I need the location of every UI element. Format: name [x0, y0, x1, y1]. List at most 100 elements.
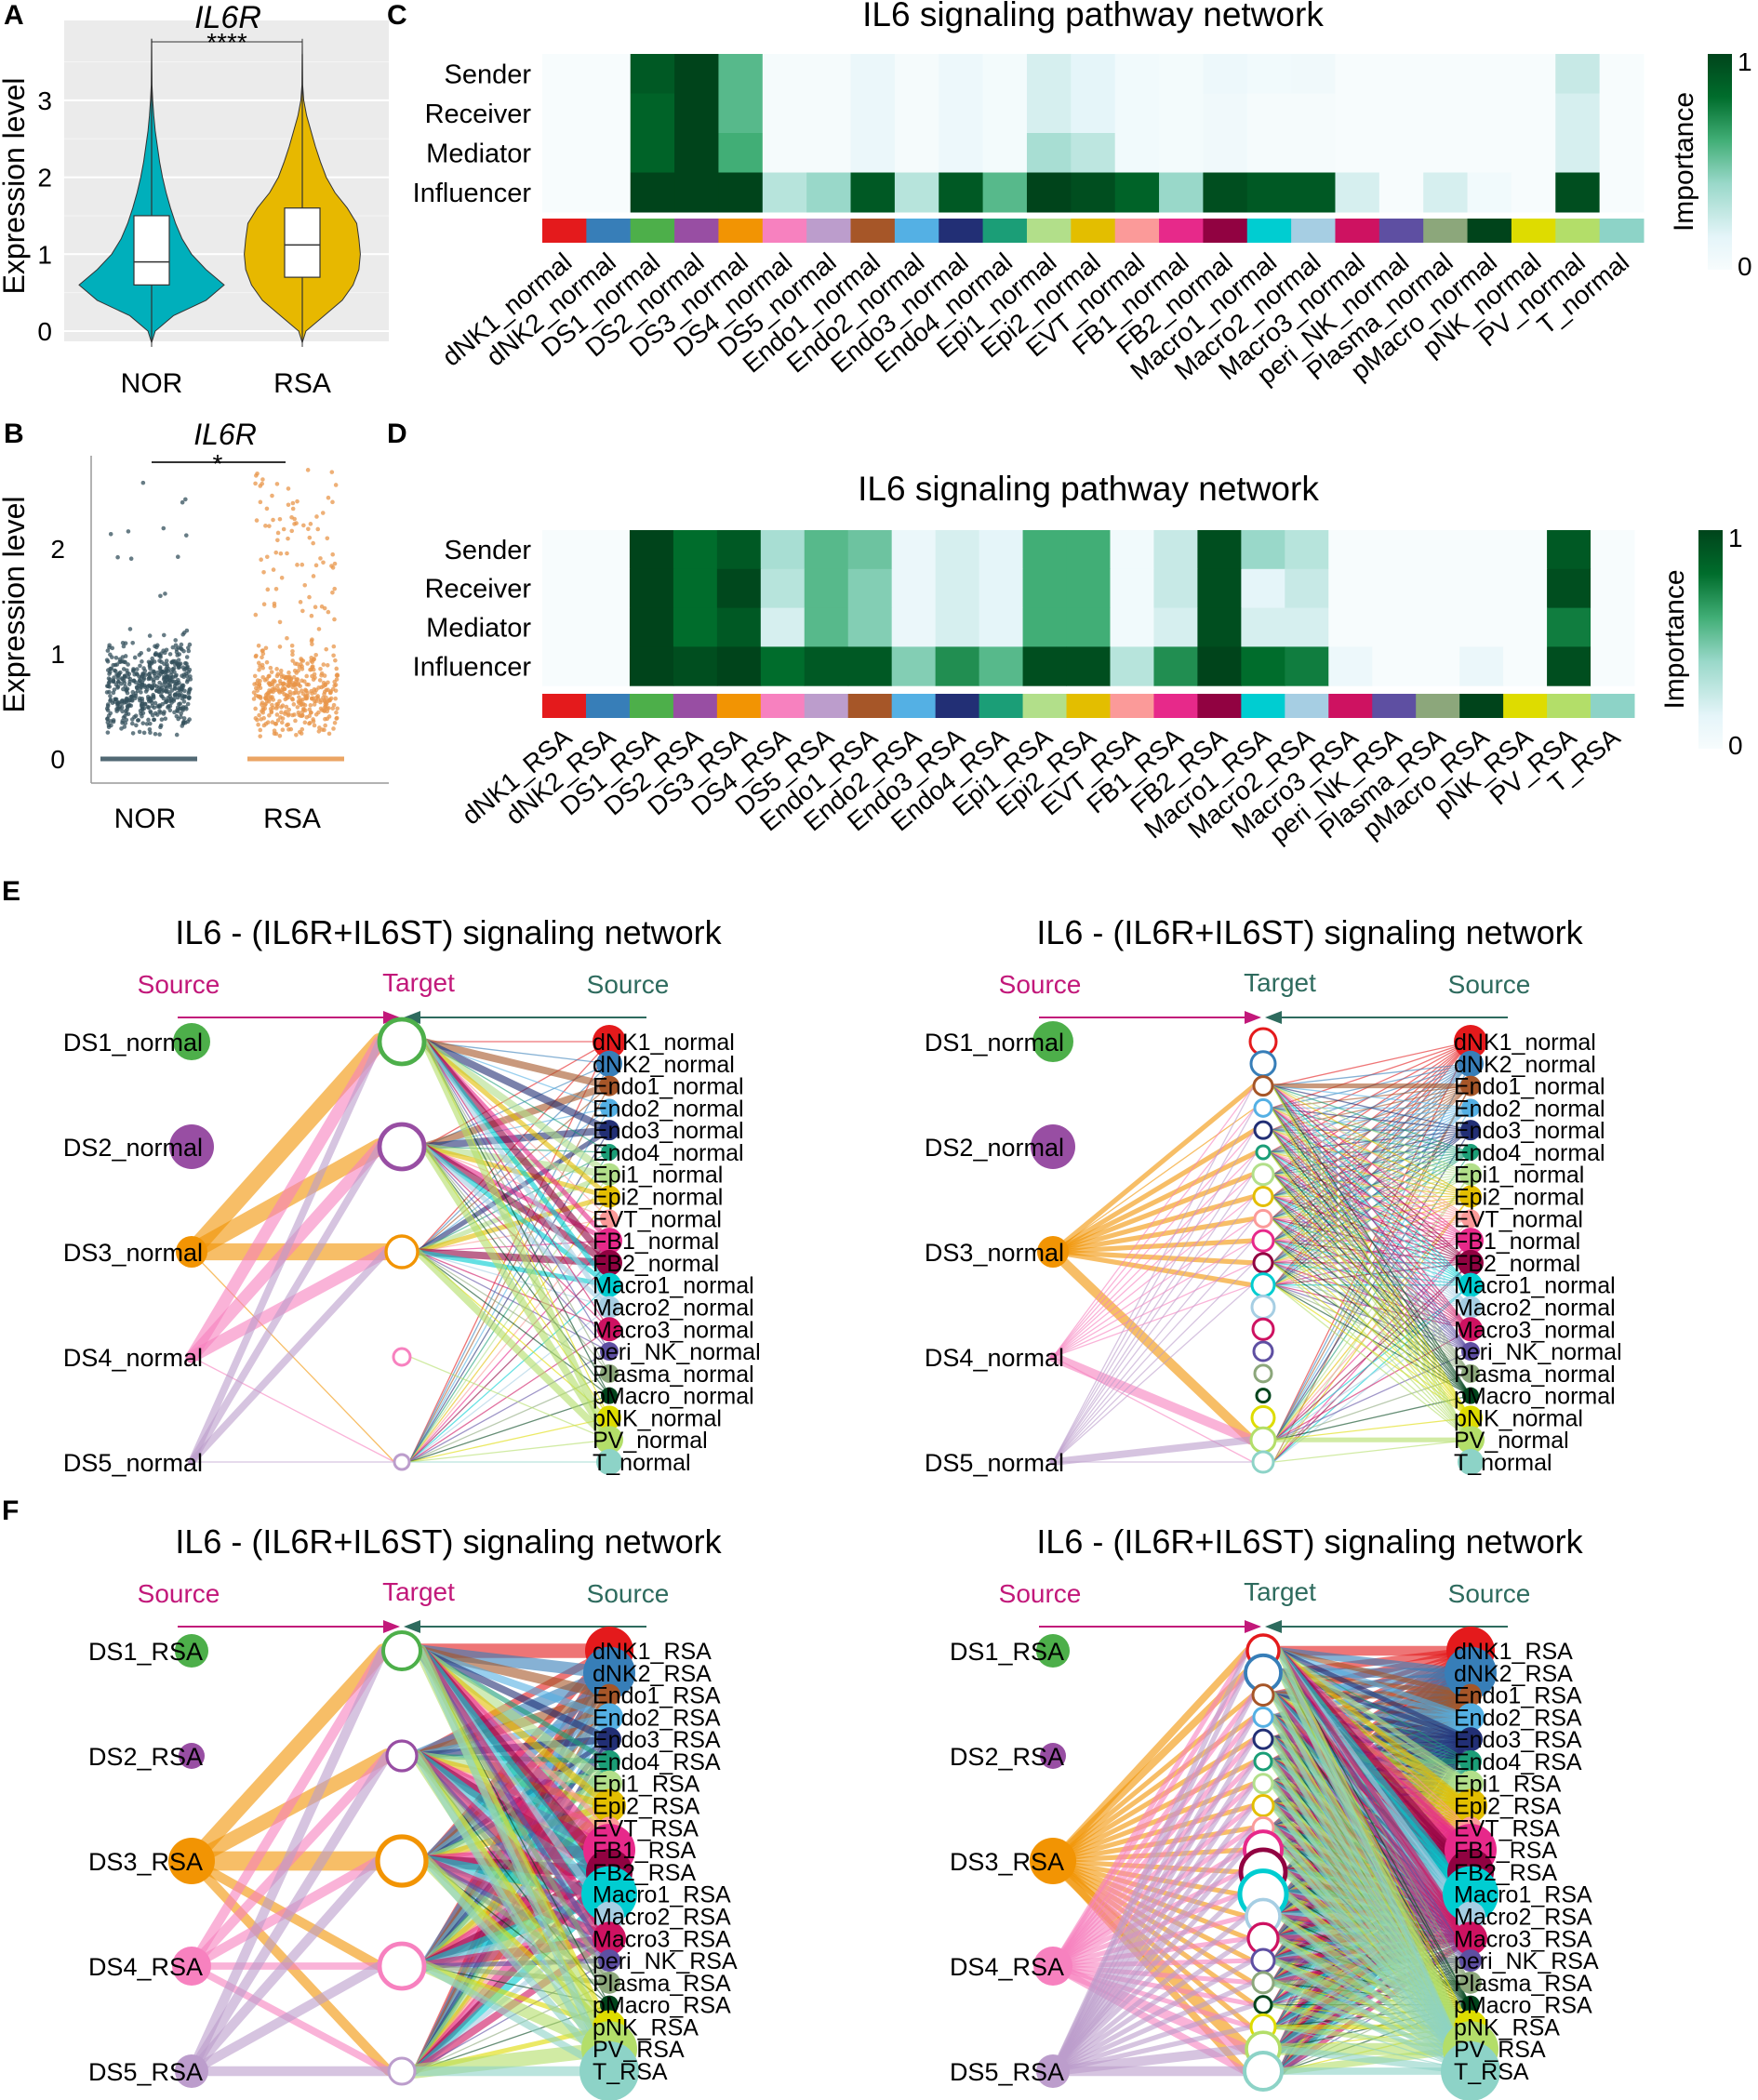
- data-point: [158, 693, 164, 698]
- source-node-label: Macro3_RSA: [593, 1926, 731, 1952]
- data-point: [175, 709, 180, 714]
- edges: [181, 1643, 617, 2079]
- data-point: [179, 711, 183, 716]
- data-point: [273, 721, 278, 726]
- data-point: [300, 562, 305, 567]
- heatmap-cell: [1372, 607, 1417, 647]
- source-node-label: Plasma_RSA: [593, 1971, 731, 1997]
- cell-type-annotation: [1511, 219, 1556, 243]
- source-node-label: Macro2_RSA: [593, 1904, 731, 1930]
- source-node: [172, 1947, 211, 1986]
- edge: [1052, 1174, 1254, 1358]
- data-point: [182, 688, 187, 694]
- edge: [1272, 1084, 1472, 1198]
- data-point: [322, 673, 327, 678]
- data-point: [169, 679, 175, 684]
- data-point: [171, 666, 177, 671]
- source-node: [168, 1838, 215, 1884]
- data-point: [151, 669, 155, 674]
- data-point: [326, 495, 331, 500]
- arrowhead-right: [404, 1011, 420, 1024]
- heatmap-cell: [1246, 93, 1292, 134]
- source-node-label: Epi2_normal: [1454, 1185, 1584, 1211]
- source-node-label: PV_RSA: [1454, 2037, 1546, 2063]
- heatmap-cell: [1423, 133, 1469, 173]
- data-point: [297, 729, 302, 735]
- heatmap-cell: [847, 646, 893, 686]
- target-node: [384, 1234, 420, 1269]
- edge: [191, 1356, 395, 1463]
- target-node: [1253, 1363, 1273, 1384]
- data-point: [113, 655, 119, 660]
- data-point: [105, 730, 111, 735]
- source-node-label: Endo3_RSA: [1454, 1727, 1582, 1753]
- source-node-label: pMacro_RSA: [1454, 1993, 1592, 2019]
- data-point: [313, 652, 318, 658]
- heatmap-cell: [1066, 646, 1111, 686]
- heatmap-cell: [1511, 172, 1556, 213]
- data-point: [284, 693, 289, 698]
- data-point: [184, 661, 189, 666]
- edge: [1049, 1436, 1255, 1466]
- source-node: [1458, 1770, 1484, 1797]
- data-point: [272, 601, 277, 606]
- cell-type-annotation: [804, 694, 849, 718]
- edge: [420, 1038, 613, 1444]
- heatmap-cell: [806, 54, 852, 94]
- cell-type-annotation: [630, 219, 675, 243]
- data-point: [145, 704, 151, 710]
- source-node-label: DS4_normal: [925, 1344, 1064, 1372]
- heatmap-cell: [716, 530, 762, 570]
- source-node: [1461, 1363, 1480, 1383]
- data-point: [104, 658, 110, 662]
- data-point: [158, 593, 163, 599]
- data-point: [137, 652, 142, 658]
- source-node: [175, 2054, 208, 2088]
- data-point: [300, 608, 305, 614]
- data-point: [330, 552, 335, 557]
- data-point: [167, 652, 173, 657]
- heatmap-cell: [1555, 93, 1601, 134]
- heatmap-cell: [1291, 133, 1336, 173]
- heatmap-cell: [542, 133, 587, 173]
- data-point: [115, 554, 120, 560]
- heatmap-cell: [760, 607, 806, 647]
- data-point: [274, 667, 279, 671]
- source-node-label: DS3_RSA: [950, 1848, 1064, 1876]
- heatmap-cell: [1599, 54, 1645, 94]
- data-point: [296, 690, 301, 696]
- cell-type-annotation: [1378, 219, 1424, 243]
- data-point: [280, 703, 286, 709]
- y-tick-label: 2: [37, 164, 52, 193]
- data-point: [322, 727, 326, 733]
- data-point: [125, 686, 130, 692]
- header-source-left: Source: [138, 1579, 220, 1608]
- heatmap-cell: [982, 93, 1028, 134]
- data-point: [161, 711, 166, 716]
- source-node-label: DS1_RSA: [88, 1638, 203, 1666]
- heatmap-cell: [1511, 93, 1556, 134]
- data-point: [331, 644, 337, 649]
- data-point: [335, 672, 340, 677]
- heatmap-cell: [1547, 646, 1592, 686]
- heatmap-cell: [804, 530, 849, 570]
- source-node: [173, 1023, 210, 1060]
- data-point: [288, 677, 294, 682]
- data-point: [253, 706, 258, 711]
- heatmap-cell: [1599, 172, 1645, 213]
- edge: [186, 1645, 389, 1972]
- data-point: [286, 712, 291, 718]
- source-node-label: pMacro_normal: [1454, 1384, 1616, 1410]
- edge: [185, 1035, 386, 1363]
- data-point: [277, 516, 283, 522]
- heatmap-cell: [1197, 568, 1242, 609]
- heatmap-cell: [1416, 568, 1460, 609]
- edge: [1277, 1913, 1473, 2074]
- heatmap-cell: [1547, 568, 1592, 609]
- edge: [1047, 1351, 1257, 1445]
- edge: [1272, 1084, 1472, 1419]
- data-point: [309, 710, 313, 715]
- y-tick-label: 0: [37, 317, 52, 346]
- data-point: [260, 662, 265, 668]
- target-node: [1251, 1229, 1275, 1253]
